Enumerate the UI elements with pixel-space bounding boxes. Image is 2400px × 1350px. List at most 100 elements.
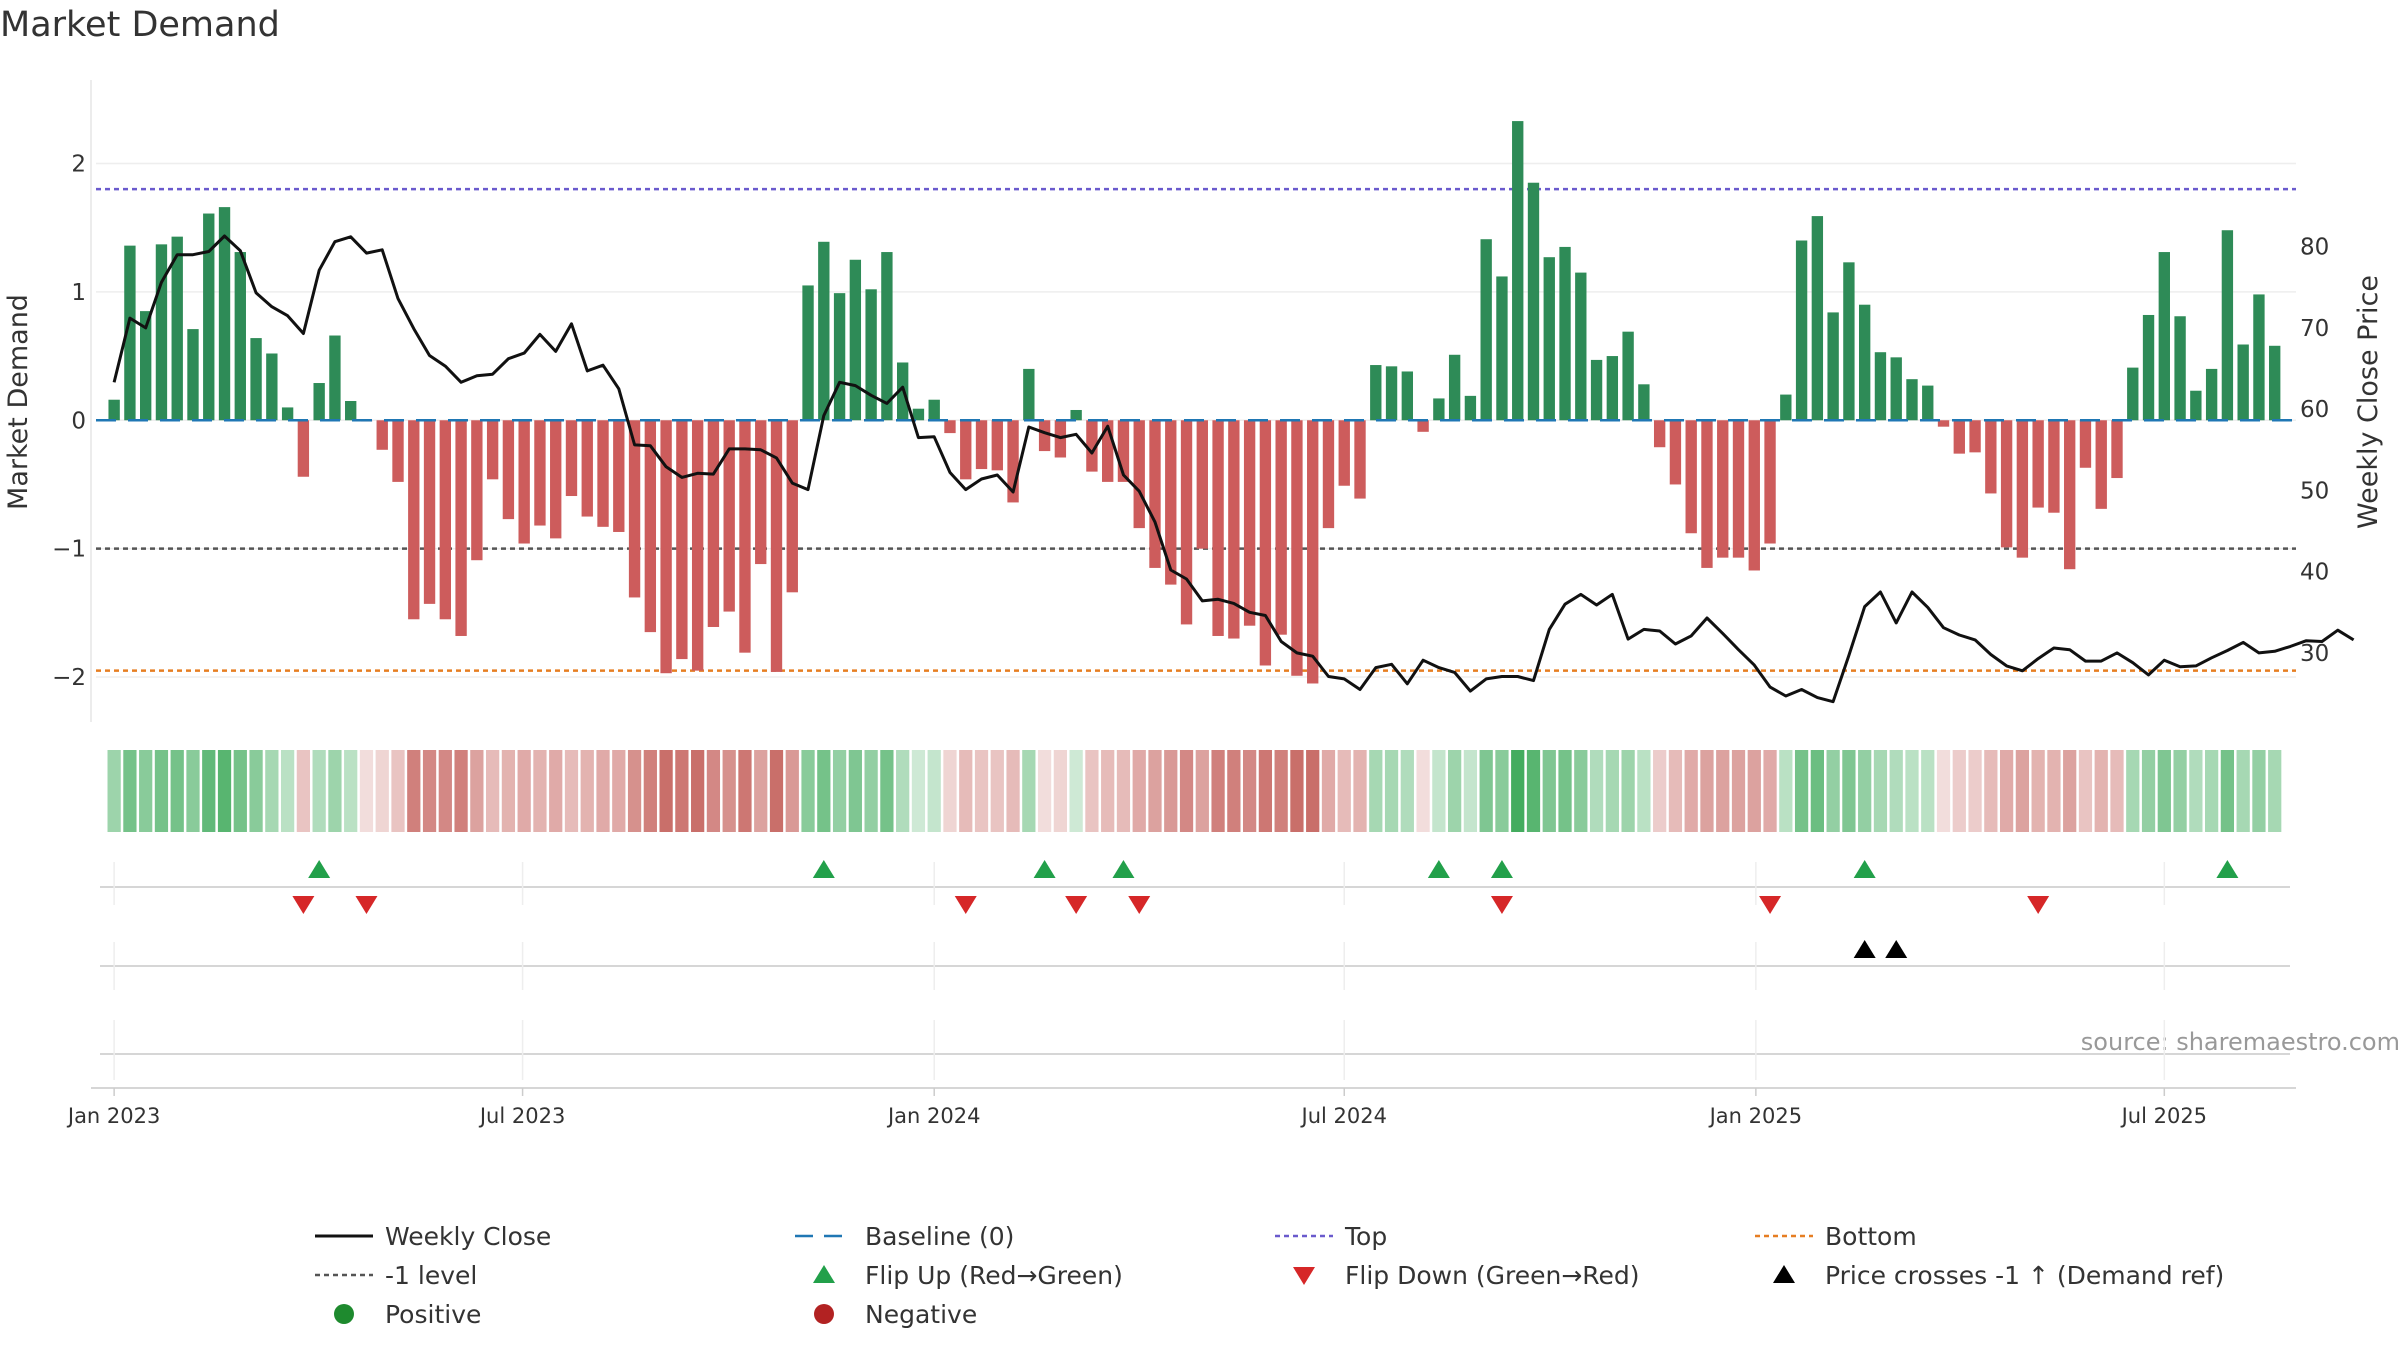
negative-demand-bar [2000, 420, 2013, 548]
legend-label: Positive [385, 1300, 481, 1329]
heat-cell [533, 750, 547, 832]
legend-key-positive [334, 1304, 354, 1324]
positive-demand-bar [1385, 366, 1398, 421]
heat-cell [501, 750, 516, 832]
negative-demand-bar [1149, 420, 1161, 568]
heat-cell [1448, 750, 1462, 832]
negative-demand-bar [1117, 420, 1130, 482]
negative-demand-bar [1669, 420, 1682, 485]
positive-demand-bar [2190, 390, 2202, 421]
negative-demand-bar [1764, 420, 1776, 544]
negative-demand-bar [960, 420, 972, 480]
heat-cell [1258, 750, 1273, 832]
heat-cell [974, 750, 989, 832]
heat-cell [517, 750, 531, 832]
negative-demand-bar [1732, 420, 1745, 558]
y2-tick-label: 40 [2300, 560, 2329, 586]
negative-demand-bar [1228, 420, 1240, 639]
positive-demand-bar [833, 293, 846, 421]
flip-up-marker [1853, 860, 1876, 878]
heat-cell [1242, 750, 1257, 832]
negative-demand-bar [534, 420, 546, 526]
heat-cell [1842, 750, 1856, 832]
heat-cell [2078, 750, 2093, 832]
heat-cell [1952, 750, 1966, 832]
positive-demand-bar [266, 353, 278, 421]
x-tick-label: Jul 2025 [2120, 1104, 2207, 1128]
positive-demand-bar [1622, 331, 1634, 421]
heat-cell [817, 750, 831, 832]
positive-demand-bar [1480, 239, 1492, 421]
positive-demand-bar [1780, 394, 1792, 421]
heat-cell [1731, 750, 1746, 832]
flip-up-marker [1112, 860, 1135, 878]
negative-demand-bar [502, 420, 515, 520]
heat-cell [1779, 750, 1793, 832]
positive-demand-bar [1906, 379, 1918, 421]
heat-cell [1747, 750, 1761, 832]
positive-demand-bar [1858, 304, 1871, 421]
positive-demand-bar [171, 236, 183, 421]
y-axis-label: Market Demand [3, 294, 34, 510]
negative-demand-bar [2064, 420, 2076, 570]
heat-cell [1668, 750, 1683, 832]
heat-cell [1511, 750, 1525, 832]
positive-demand-bar [155, 244, 168, 421]
price-cross-marker [1853, 940, 1876, 958]
heat-cell [2205, 750, 2219, 832]
heat-cell [1637, 750, 1651, 832]
legend-label: Bottom [1825, 1222, 1917, 1251]
positive-demand-bar [928, 399, 940, 421]
positive-demand-bar [108, 399, 120, 421]
event-marker-panels [91, 860, 2296, 1089]
heat-cell [1716, 750, 1730, 832]
price-cross-marker [1885, 940, 1908, 958]
heat-cell [2268, 750, 2282, 832]
positive-demand-bar [818, 241, 830, 421]
positive-demand-bar [1843, 262, 1855, 421]
negative-demand-bar [691, 420, 704, 671]
positive-demand-bar [1811, 216, 1824, 421]
negative-demand-bar [486, 420, 499, 480]
y-tick-label: 0 [71, 408, 86, 434]
heat-cell [1085, 750, 1099, 832]
heat-cell [706, 750, 721, 832]
heat-cell [1905, 750, 1919, 832]
y-tick-label: −2 [52, 665, 86, 691]
positive-demand-bar [2142, 314, 2155, 421]
negative-demand-bar [2095, 420, 2107, 509]
heat-cell [754, 750, 768, 832]
heat-cell [107, 750, 121, 832]
heat-cell [769, 750, 784, 832]
heat-cell [422, 750, 437, 832]
heat-cell [2189, 750, 2203, 832]
negative-demand-bar [1196, 420, 1208, 549]
heat-cell [1369, 750, 1383, 832]
heat-cell [454, 750, 468, 832]
negative-demand-bar [1086, 420, 1098, 472]
negative-demand-bar [2016, 420, 2029, 558]
heat-cell [407, 750, 421, 832]
heat-cell [2063, 750, 2077, 832]
positive-demand-bar [912, 408, 925, 421]
negative-demand-bar [676, 420, 688, 660]
flip-down-marker [292, 896, 315, 914]
positive-demand-bar [1527, 182, 1540, 421]
negative-demand-bar [392, 420, 404, 482]
flip-up-marker [2216, 860, 2239, 878]
heat-cell [864, 750, 878, 832]
positive-demand-bar [802, 285, 814, 421]
heat-cell [2126, 750, 2140, 832]
heat-cell [1321, 750, 1336, 832]
heat-cell [1337, 750, 1351, 832]
positive-demand-bar [865, 289, 877, 421]
positive-demand-bar [281, 407, 294, 421]
heat-cell [1495, 750, 1509, 832]
heat-cell [359, 750, 374, 832]
positive-demand-bar [345, 401, 357, 421]
negative-demand-bar [376, 420, 388, 450]
negative-demand-bar [2032, 420, 2044, 508]
heat-cell [139, 750, 153, 832]
heat-cell [1148, 750, 1162, 832]
heat-cell [1984, 750, 1998, 832]
